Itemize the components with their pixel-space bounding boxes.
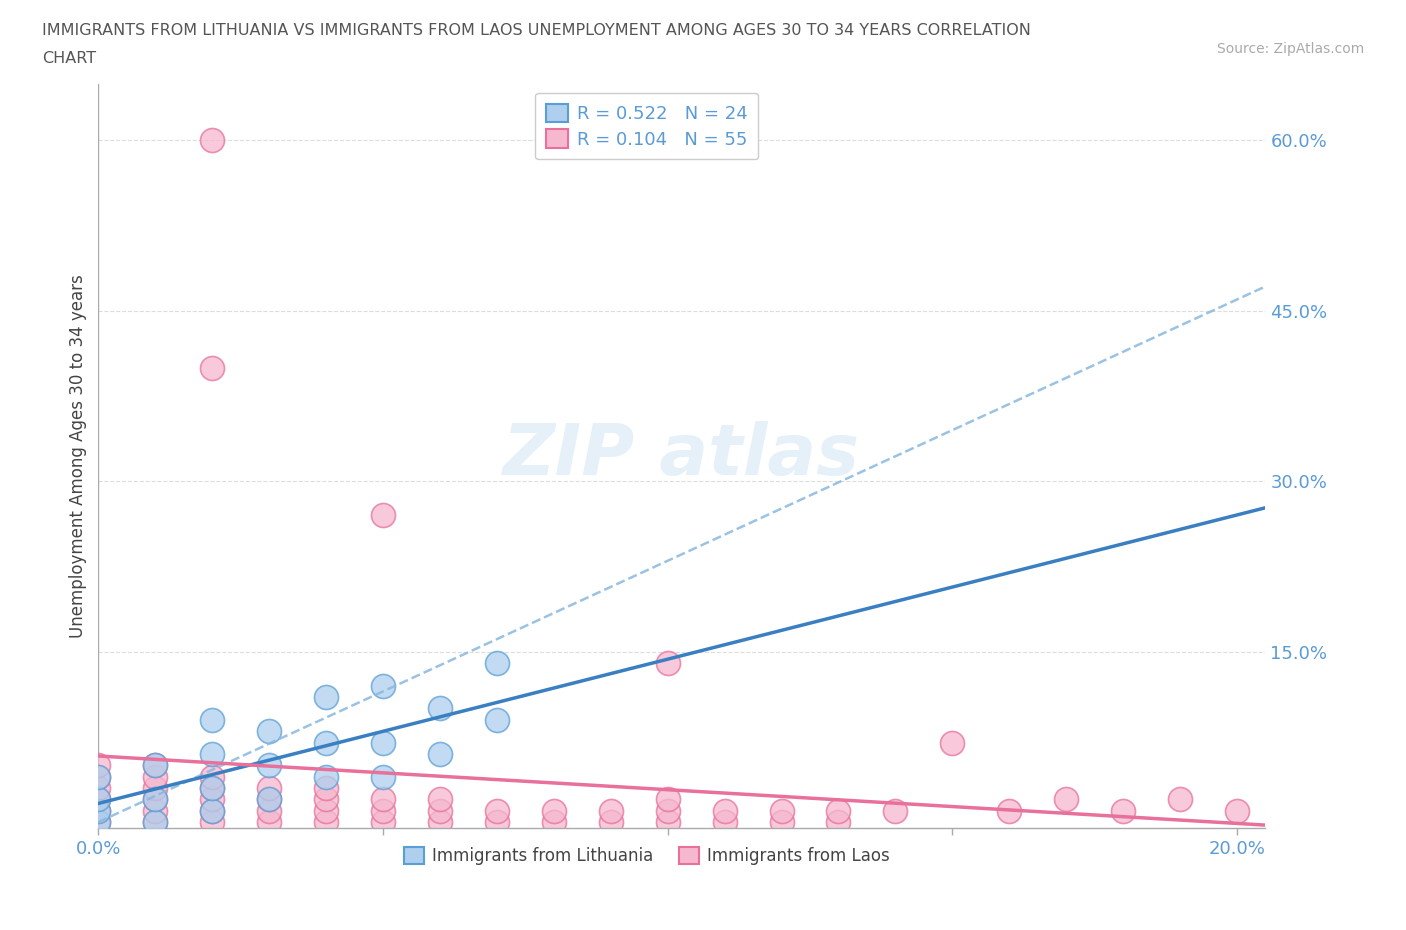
Point: [201, 780, 224, 795]
Point: [201, 769, 224, 784]
Point: [543, 815, 565, 830]
Text: Source: ZipAtlas.com: Source: ZipAtlas.com: [1216, 42, 1364, 56]
Point: [143, 758, 166, 773]
Text: ZIP atlas: ZIP atlas: [503, 421, 860, 490]
Point: [543, 804, 565, 818]
Point: [87, 769, 110, 784]
Text: CHART: CHART: [42, 51, 96, 66]
Point: [429, 747, 451, 762]
Point: [884, 804, 907, 818]
Point: [315, 780, 337, 795]
Point: [143, 791, 166, 806]
Point: [315, 769, 337, 784]
Point: [87, 804, 110, 818]
Point: [657, 791, 679, 806]
Point: [201, 360, 224, 375]
Point: [371, 735, 394, 750]
Point: [87, 758, 110, 773]
Point: [257, 780, 280, 795]
Point: [257, 758, 280, 773]
Point: [485, 804, 508, 818]
Point: [941, 735, 963, 750]
Point: [429, 791, 451, 806]
Point: [371, 508, 394, 523]
Point: [257, 791, 280, 806]
Point: [143, 815, 166, 830]
Point: [485, 815, 508, 830]
Point: [485, 656, 508, 671]
Point: [1054, 791, 1077, 806]
Point: [315, 791, 337, 806]
Point: [770, 804, 793, 818]
Point: [998, 804, 1021, 818]
Point: [599, 815, 621, 830]
Point: [713, 804, 735, 818]
Point: [201, 780, 224, 795]
Point: [657, 804, 679, 818]
Point: [315, 804, 337, 818]
Point: [429, 804, 451, 818]
Point: [371, 791, 394, 806]
Point: [143, 791, 166, 806]
Point: [429, 815, 451, 830]
Point: [371, 804, 394, 818]
Legend: Immigrants from Lithuania, Immigrants from Laos: Immigrants from Lithuania, Immigrants fr…: [398, 840, 897, 871]
Point: [143, 815, 166, 830]
Point: [371, 815, 394, 830]
Point: [315, 815, 337, 830]
Point: [87, 791, 110, 806]
Point: [201, 804, 224, 818]
Point: [429, 701, 451, 716]
Point: [87, 804, 110, 818]
Point: [1226, 804, 1249, 818]
Point: [371, 769, 394, 784]
Point: [827, 815, 849, 830]
Point: [201, 747, 224, 762]
Point: [143, 758, 166, 773]
Point: [143, 780, 166, 795]
Point: [657, 656, 679, 671]
Point: [201, 791, 224, 806]
Point: [827, 804, 849, 818]
Point: [315, 735, 337, 750]
Point: [371, 678, 394, 693]
Point: [143, 804, 166, 818]
Point: [657, 815, 679, 830]
Text: IMMIGRANTS FROM LITHUANIA VS IMMIGRANTS FROM LAOS UNEMPLOYMENT AMONG AGES 30 TO : IMMIGRANTS FROM LITHUANIA VS IMMIGRANTS …: [42, 23, 1031, 38]
Point: [485, 712, 508, 727]
Point: [87, 815, 110, 830]
Point: [257, 791, 280, 806]
Point: [201, 804, 224, 818]
Point: [599, 804, 621, 818]
Point: [201, 712, 224, 727]
Point: [315, 690, 337, 705]
Point: [713, 815, 735, 830]
Point: [257, 804, 280, 818]
Point: [257, 815, 280, 830]
Point: [87, 780, 110, 795]
Y-axis label: Unemployment Among Ages 30 to 34 years: Unemployment Among Ages 30 to 34 years: [69, 273, 87, 638]
Point: [87, 815, 110, 830]
Point: [201, 133, 224, 148]
Point: [87, 769, 110, 784]
Point: [143, 769, 166, 784]
Point: [1112, 804, 1135, 818]
Point: [770, 815, 793, 830]
Point: [201, 815, 224, 830]
Point: [257, 724, 280, 738]
Point: [87, 791, 110, 806]
Point: [1168, 791, 1191, 806]
